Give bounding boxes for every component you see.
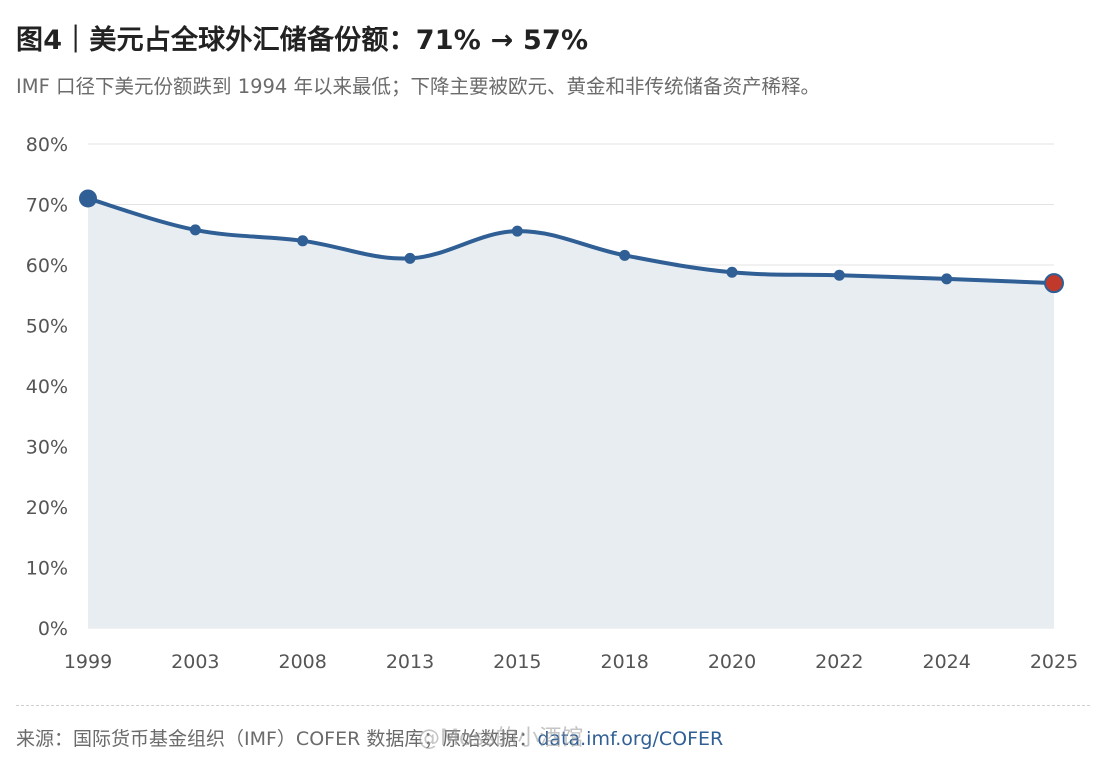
y-tick-label: 50%	[26, 316, 68, 338]
y-tick-label: 70%	[26, 195, 68, 217]
watermark: @Moss的小酒馆	[418, 726, 584, 751]
chart-title: 图4｜美元占全球外汇储备份额：71% → 57%	[16, 25, 589, 56]
data-point	[297, 235, 309, 247]
data-point	[726, 266, 738, 278]
data-point	[189, 224, 201, 236]
x-tick-label: 2008	[278, 651, 326, 673]
y-tick-label: 80%	[26, 134, 68, 156]
data-point	[511, 225, 523, 237]
source-note: 来源：国际货币基金组织（IMF）COFER 数据库；原始数据：data.imf.…	[16, 724, 723, 751]
source-label: 来源：国际货币基金组织（IMF）COFER 数据库；原始数据：	[16, 728, 538, 750]
x-tick-label: 2013	[386, 651, 434, 673]
y-tick-label: 40%	[26, 376, 68, 398]
x-tick-label: 2018	[600, 651, 648, 673]
chart-subtitle: IMF 口径下美元份额跌到 1994 年以来最低；下降主要被欧元、黄金和非传统储…	[16, 75, 821, 98]
x-tick-label: 2015	[493, 651, 541, 673]
data-point	[833, 269, 845, 281]
area-fill	[88, 198, 1054, 628]
source-link[interactable]: data.imf.org/COFER	[537, 728, 724, 750]
data-point	[619, 249, 631, 261]
y-tick-label: 10%	[26, 558, 68, 580]
footer-divider	[16, 705, 1090, 706]
x-tick-label: 2003	[171, 651, 219, 673]
y-tick-label: 20%	[26, 497, 68, 519]
x-tick-label: 1999	[64, 651, 112, 673]
data-point	[404, 252, 416, 264]
y-tick-label: 60%	[26, 255, 68, 277]
y-tick-label: 30%	[26, 437, 68, 459]
series-line	[86, 196, 1056, 286]
x-tick-label: 2022	[815, 651, 863, 673]
data-point-first	[79, 189, 97, 208]
data-point	[941, 273, 953, 285]
x-tick-label: 2024	[922, 651, 970, 673]
data-point-last	[1044, 273, 1064, 294]
x-tick-label: 2025	[1030, 651, 1078, 673]
y-tick-label: 0%	[38, 618, 68, 640]
line-area-chart: 0% 10% 20% 30% 40% 50% 60% 70% 80% 1999 2003 2008 2…	[26, 134, 1078, 673]
x-tick-label: 2020	[708, 651, 756, 673]
